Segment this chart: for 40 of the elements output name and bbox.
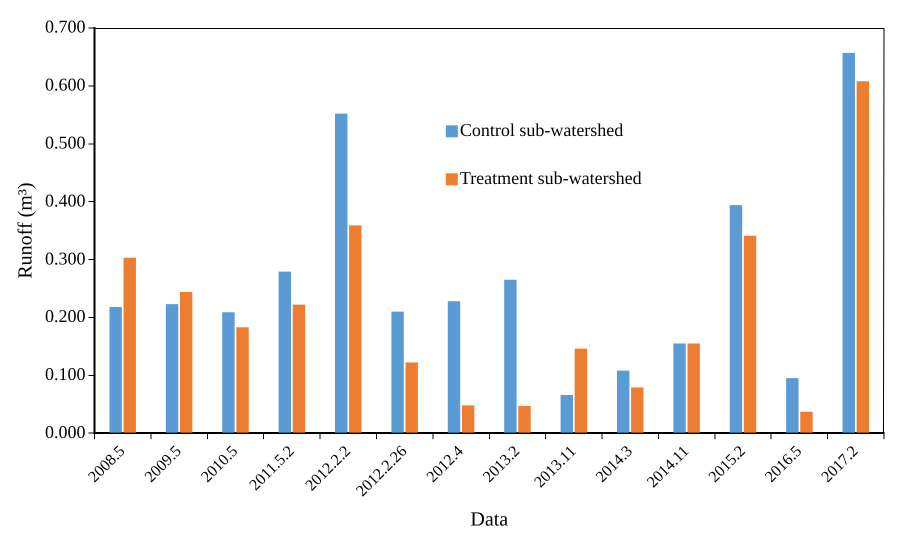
bar: [335, 114, 348, 433]
y-tick-label: 0.600: [45, 74, 86, 95]
bar: [236, 327, 249, 433]
bar: [292, 304, 306, 433]
y-tick-label: 0.200: [45, 306, 86, 326]
y-tick-label: 0.400: [45, 190, 86, 210]
bar: [518, 406, 531, 433]
bar: [673, 343, 686, 433]
bar: [180, 292, 192, 433]
bar: [842, 52, 855, 433]
bar: [406, 362, 418, 433]
y-tick-label: 0.000: [45, 422, 86, 442]
bar: [109, 306, 122, 433]
legend-label: Control sub-watershed: [460, 120, 624, 140]
bar: [631, 387, 644, 433]
bar: [349, 225, 362, 433]
y-axis-title: Runoff (m³): [14, 182, 36, 279]
y-tick-label: 0.700: [45, 16, 86, 37]
bar: [800, 412, 813, 433]
x-axis-title: Data: [470, 508, 508, 530]
y-tick-label: 0.500: [45, 132, 86, 152]
bar: [278, 272, 292, 433]
bar: [504, 280, 517, 433]
bar: [856, 81, 870, 433]
legend-label: Treatment sub-watershed: [460, 168, 642, 188]
bar: [166, 304, 178, 433]
bar: [448, 301, 460, 433]
bar: [574, 348, 588, 433]
bar: [391, 312, 404, 433]
y-tick-label: 0.300: [45, 248, 86, 268]
bar: [462, 405, 474, 433]
bar: [222, 312, 235, 433]
bar: [730, 205, 742, 433]
bar: [687, 343, 700, 433]
y-tick-label: 0.100: [45, 364, 86, 384]
bar: [786, 378, 799, 433]
bar: [124, 258, 136, 433]
bar: [560, 394, 573, 433]
bar: [616, 370, 630, 433]
bar: [744, 236, 756, 433]
